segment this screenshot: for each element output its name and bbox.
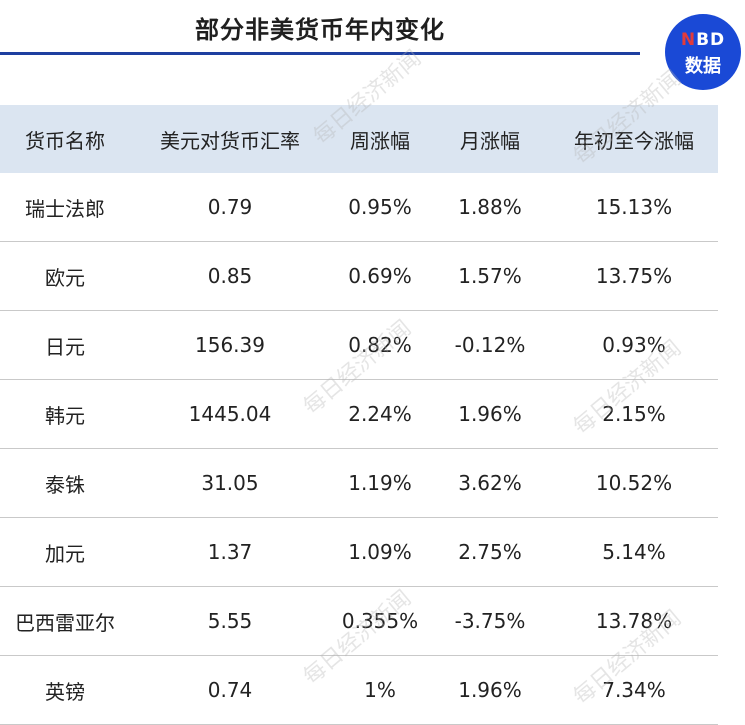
table-header-row: 货币名称 美元对货币汇率 周涨幅 月涨幅 年初至今涨幅 bbox=[0, 105, 718, 173]
table-row: 英镑 0.74 1% 1.96% 7.34% bbox=[0, 656, 718, 725]
header-weekly-change: 周涨幅 bbox=[350, 128, 410, 153]
title-bar: 部分非美货币年内变化 bbox=[0, 0, 745, 60]
cell-ytd-change: 5.14% bbox=[602, 540, 666, 564]
table-row: 韩元 1445.04 2.24% 1.96% 2.15% bbox=[0, 380, 718, 449]
currency-table: 货币名称 美元对货币汇率 周涨幅 月涨幅 年初至今涨幅 瑞士法郎 0.79 0.95… bbox=[0, 105, 718, 725]
cell-currency-name: 巴西雷亚尔 bbox=[15, 610, 115, 635]
cell-weekly-change: 1.19% bbox=[348, 471, 412, 495]
cell-usd-rate: 156.39 bbox=[195, 333, 265, 357]
cell-currency-name: 韩元 bbox=[45, 403, 85, 428]
cell-monthly-change: -3.75% bbox=[454, 609, 526, 633]
page-title: 部分非美货币年内变化 bbox=[195, 16, 445, 44]
cell-usd-rate: 1.37 bbox=[207, 540, 253, 564]
logo-text-nbd: NBD bbox=[665, 30, 741, 50]
cell-usd-rate: 0.74 bbox=[207, 678, 253, 702]
table-row: 加元 1.37 1.09% 2.75% 5.14% bbox=[0, 518, 718, 587]
cell-currency-name: 英镑 bbox=[45, 679, 85, 704]
cell-monthly-change: 1.96% bbox=[458, 402, 522, 426]
cell-usd-rate: 5.55 bbox=[207, 609, 253, 633]
cell-weekly-change: 0.95% bbox=[348, 195, 412, 219]
table-row: 瑞士法郎 0.79 0.95% 1.88% 15.13% bbox=[0, 173, 718, 242]
header-currency-name: 货币名称 bbox=[25, 128, 105, 153]
cell-currency-name: 泰铢 bbox=[45, 472, 85, 497]
cell-weekly-change: 1.09% bbox=[348, 540, 412, 564]
cell-ytd-change: 2.15% bbox=[602, 402, 666, 426]
cell-ytd-change: 10.52% bbox=[595, 471, 673, 495]
header-ytd-change: 年初至今涨幅 bbox=[574, 128, 694, 153]
header-usd-rate: 美元对货币汇率 bbox=[160, 128, 300, 153]
table-row: 巴西雷亚尔 5.55 0.355% -3.75% 13.78% bbox=[0, 587, 718, 656]
title-underline bbox=[0, 52, 640, 55]
cell-weekly-change: 0.69% bbox=[348, 264, 412, 288]
cell-currency-name: 瑞士法郎 bbox=[25, 196, 105, 221]
table-row: 日元 156.39 0.82% -0.12% 0.93% bbox=[0, 311, 718, 380]
cell-usd-rate: 31.05 bbox=[201, 471, 259, 495]
cell-monthly-change: 2.75% bbox=[458, 540, 522, 564]
cell-weekly-change: 2.24% bbox=[348, 402, 412, 426]
cell-currency-name: 加元 bbox=[45, 541, 85, 566]
logo-text-data: 数据 bbox=[685, 56, 721, 77]
cell-usd-rate: 0.79 bbox=[207, 195, 253, 219]
cell-monthly-change: 3.62% bbox=[458, 471, 522, 495]
cell-monthly-change: 1.96% bbox=[458, 678, 522, 702]
cell-weekly-change: 0.355% bbox=[341, 609, 419, 633]
cell-ytd-change: 15.13% bbox=[595, 195, 673, 219]
cell-ytd-change: 7.34% bbox=[602, 678, 666, 702]
cell-usd-rate: 0.85 bbox=[207, 264, 253, 288]
cell-ytd-change: 13.78% bbox=[595, 609, 673, 633]
table-row: 泰铢 31.05 1.19% 3.62% 10.52% bbox=[0, 449, 718, 518]
cell-weekly-change: 1% bbox=[364, 678, 396, 702]
cell-ytd-change: 0.93% bbox=[602, 333, 666, 357]
logo-letter-n: N bbox=[680, 30, 697, 50]
table-body: 瑞士法郎 0.79 0.95% 1.88% 15.13% 欧元 0.85 0.69% 1.57%… bbox=[0, 173, 718, 725]
cell-monthly-change: 1.88% bbox=[458, 195, 522, 219]
cell-monthly-change: -0.12% bbox=[454, 333, 526, 357]
table-row: 欧元 0.85 0.69% 1.57% 13.75% bbox=[0, 242, 718, 311]
cell-usd-rate: 1445.04 bbox=[188, 402, 272, 426]
cell-currency-name: 欧元 bbox=[45, 265, 85, 290]
logo-letters-bd: BD bbox=[696, 30, 726, 50]
cell-weekly-change: 0.82% bbox=[348, 333, 412, 357]
nbd-logo: NBD 数据 bbox=[665, 14, 741, 90]
cell-ytd-change: 13.75% bbox=[595, 264, 673, 288]
cell-monthly-change: 1.57% bbox=[458, 264, 522, 288]
header-monthly-change: 月涨幅 bbox=[460, 128, 520, 153]
cell-currency-name: 日元 bbox=[45, 334, 85, 359]
